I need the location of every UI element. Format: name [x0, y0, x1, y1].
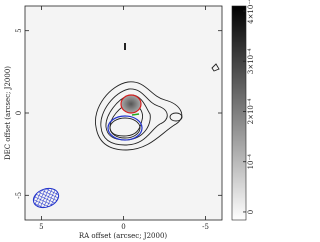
x-axis-label: RA offset (arcsec; J2000): [79, 232, 168, 240]
chart: RA offset (arcsec; J2000) DEC offset (ar…: [4, 0, 255, 240]
colorbar: [231, 5, 247, 221]
x-tick-label: -5: [202, 223, 209, 231]
colorbar-tick-label: 3×10⁻⁴: [247, 48, 255, 74]
y-axis-label: DEC offset (arcsec; J2000): [4, 66, 12, 160]
colorbar-tick-label: 0: [247, 210, 255, 214]
y-tick-label: 5: [15, 28, 23, 32]
x-tick-label: 0: [121, 223, 125, 231]
colorbar-tick-label: 4×10⁻⁴: [247, 0, 255, 24]
beam: [32, 187, 60, 209]
colorbar-tick-label: 10⁻⁴: [247, 154, 255, 170]
image-area: [25, 6, 222, 220]
contours: [95, 43, 220, 151]
colorbar-tick-label: 2×10⁻⁴: [247, 98, 255, 124]
y-tick-label: -5: [15, 192, 23, 199]
x-tick-label: 5: [39, 223, 43, 231]
y-tick-label: 0: [15, 111, 23, 115]
